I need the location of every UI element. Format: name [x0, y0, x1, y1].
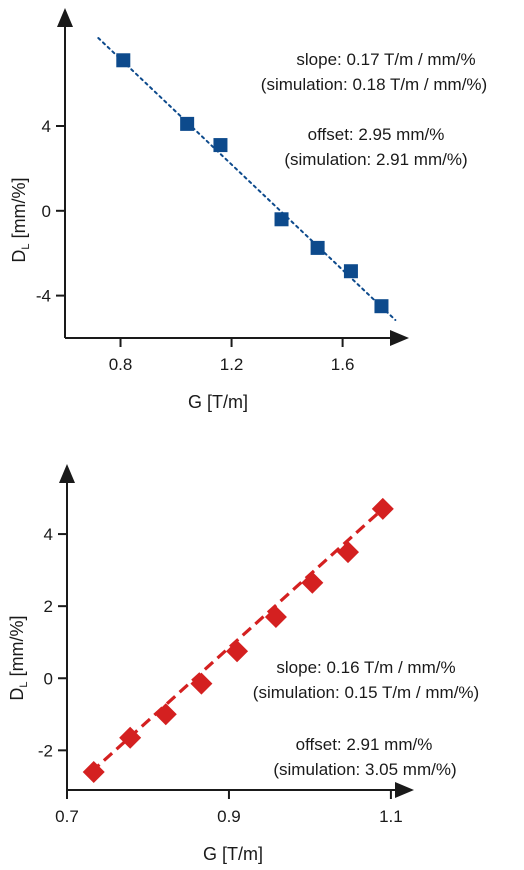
bottom-y-tick-label: 2 — [44, 597, 53, 616]
top-data-point — [274, 212, 289, 227]
bottom-y-tick-label: 0 — [44, 669, 53, 688]
bottom-annotation-slope-sim: (simulation: 0.15 T/m / mm/%) — [253, 683, 479, 702]
top-chart: 0.8 1.2 1.6 -4 0 4 G [T/m] DL [mm/%] slope: 0… — [9, 8, 487, 412]
bottom-data-point — [336, 541, 359, 564]
top-annotation-slope: slope: 0.17 T/m / mm/% — [296, 50, 475, 69]
top-x-tick-label: 1.2 — [220, 355, 244, 374]
bottom-data-point — [82, 760, 105, 783]
bottom-y-axis-title-sub: L — [18, 681, 30, 687]
top-y-axis-title-main: D — [9, 250, 29, 263]
bottom-x-axis-arrow — [395, 782, 414, 798]
bottom-data-point — [264, 605, 287, 628]
bottom-data-point — [371, 497, 394, 520]
top-data-point — [180, 116, 195, 131]
bottom-axes — [59, 464, 414, 798]
top-annotation-slope-sim: (simulation: 0.18 T/m / mm/%) — [261, 75, 487, 94]
top-data-point — [116, 53, 131, 68]
top-data-point — [310, 240, 325, 255]
top-x-axis-title: G [T/m] — [188, 392, 248, 412]
top-points — [116, 53, 389, 314]
top-x-tick-label: 1.6 — [331, 355, 355, 374]
bottom-data-point — [226, 640, 249, 663]
bottom-y-axis-arrow — [59, 464, 75, 483]
top-y-axis-arrow — [57, 8, 73, 27]
bottom-data-point — [190, 672, 213, 695]
bottom-points — [82, 497, 394, 783]
bottom-x-tick-label: 1.1 — [379, 807, 403, 826]
top-annotation-offset-sim: (simulation: 2.91 mm/%) — [284, 150, 467, 169]
top-y-axis-title: DL [mm/%] — [9, 177, 32, 262]
bottom-ticks: 0.7 0.9 1.1 -2 0 2 4 — [38, 525, 403, 826]
bottom-chart: 0.7 0.9 1.1 -2 0 2 4 G [T/m] DL [mm/%] slope: … — [7, 464, 479, 864]
top-y-tick-label: 0 — [42, 202, 51, 221]
top-y-axis-title-unit: [mm/%] — [9, 177, 29, 243]
bottom-data-point — [119, 726, 142, 749]
bottom-y-axis-title: DL [mm/%] — [7, 615, 30, 700]
top-x-tick-label: 0.8 — [109, 355, 133, 374]
bottom-x-tick-label: 0.7 — [55, 807, 79, 826]
bottom-annotation-slope: slope: 0.16 T/m / mm/% — [276, 658, 455, 677]
top-y-tick-label: 4 — [42, 117, 51, 136]
top-y-tick-label: -4 — [36, 287, 51, 306]
bottom-annotation-offset-sim: (simulation: 3.05 mm/%) — [273, 760, 456, 779]
top-data-point — [213, 138, 228, 153]
bottom-y-axis-title-main: D — [7, 688, 27, 701]
bottom-x-axis-title: G [T/m] — [203, 844, 263, 864]
bottom-y-tick-label: 4 — [44, 525, 53, 544]
top-ticks: 0.8 1.2 1.6 -4 0 4 — [36, 117, 355, 374]
bottom-data-point — [301, 571, 324, 594]
bottom-x-tick-label: 0.9 — [217, 807, 241, 826]
top-annotation-offset: offset: 2.95 mm/% — [308, 125, 445, 144]
top-y-axis-title-sub: L — [20, 243, 32, 249]
bottom-y-tick-label: -2 — [38, 741, 53, 760]
bottom-annotation-offset: offset: 2.91 mm/% — [296, 735, 433, 754]
bottom-data-point — [154, 703, 177, 726]
top-data-point — [343, 264, 358, 279]
bottom-y-axis-title-unit: [mm/%] — [7, 615, 27, 681]
top-x-axis-arrow — [390, 330, 409, 346]
top-data-point — [374, 299, 389, 314]
